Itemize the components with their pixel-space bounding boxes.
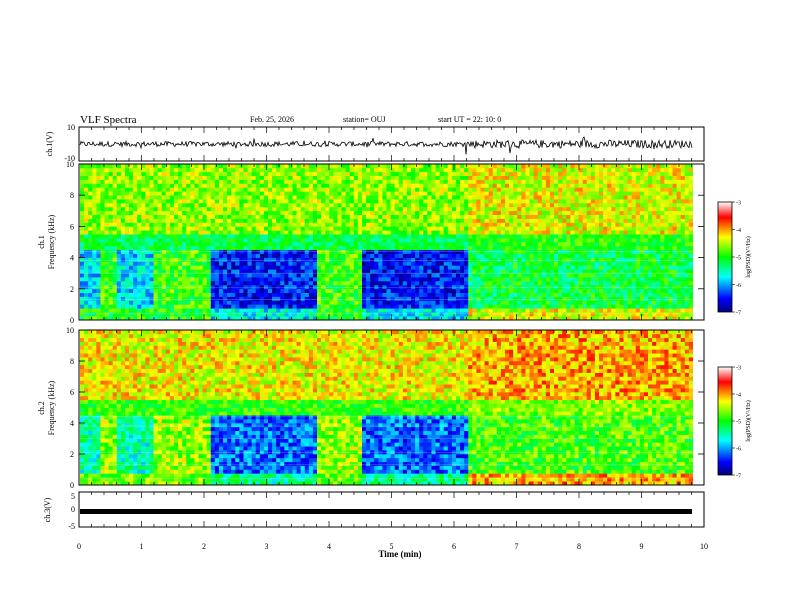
ch1-waveform-ylabel: ch.1(V) xyxy=(45,131,54,156)
ch1-colorbar-tick--4: -4 xyxy=(736,228,741,234)
ch2-spectrogram-ytick-4: 4 xyxy=(70,419,74,428)
ch2-spectrogram-ytick-10: 10 xyxy=(66,326,74,335)
ch2-spectrogram-panel: 0 2 4 6 8 10 ch.2 Frequency (kHz) -3 -4 -5 -6 -7 … xyxy=(37,326,752,490)
ch2-spectrogram-ylabel-frequency: Frequency (kHz) xyxy=(47,380,56,435)
ch2-spectrogram-cells xyxy=(80,330,704,486)
x-axis-label: Time (min) xyxy=(378,549,421,559)
x-tick-9: 9 xyxy=(640,542,644,551)
ch1-waveform-trace xyxy=(79,136,693,155)
ch3-waveform-trace xyxy=(80,509,692,514)
ch1-spectrogram-ytick-10: 10 xyxy=(66,160,74,169)
ch3-ytick-middle: 0 xyxy=(71,505,75,514)
ch1-colorbar-gradient xyxy=(717,201,733,313)
ch1-ytick-bottom: -10 xyxy=(64,154,75,163)
ch2-spectrogram-ytick-0: 0 xyxy=(70,481,74,490)
x-tick-8: 8 xyxy=(577,542,581,551)
ch1-colorbar: -3 -4 -5 -6 -7 log(PSD)(V²/Hz) xyxy=(717,201,752,317)
ch3-waveform-panel: 5 0 -5 ch.3(V) xyxy=(43,491,705,531)
ch1-waveform-panel: 10 -10 ch.1(V) xyxy=(45,123,705,163)
x-tick-6: 6 xyxy=(452,542,456,551)
start-time-label: start UT = 22: 10: 0 xyxy=(438,115,501,124)
ch1-colorbar-tick--7: -7 xyxy=(736,311,741,317)
ch1-spectrogram-ytick-4: 4 xyxy=(70,254,74,263)
ch3-ytick-bottom: -5 xyxy=(68,522,75,531)
ch1-spectrogram-ytick-0: 0 xyxy=(70,316,74,325)
ch2-colorbar-tick--6: -6 xyxy=(736,447,741,453)
ch2-colorbar: -3 -4 -5 -6 -7 log(PSD)(V²/Hz) xyxy=(717,366,752,480)
ch1-colorbar-label: log(PSD)(V²/Hz) xyxy=(745,236,752,277)
ch1-colorbar-tick--3: -3 xyxy=(736,201,741,207)
ch1-spectrogram-ytick-6: 6 xyxy=(70,222,74,231)
ch2-spectrogram-ytick-8: 8 xyxy=(70,357,74,366)
ch2-colorbar-tick--4: -4 xyxy=(736,393,741,399)
ch2-spectrogram-ytick-6: 6 xyxy=(70,388,74,397)
ch2-spectrogram-ytick-2: 2 xyxy=(70,450,74,459)
ch2-colorbar-tick--7: -7 xyxy=(736,474,741,480)
x-tick-10: 10 xyxy=(700,542,708,551)
ch3-waveform-ylabel: ch.3(V) xyxy=(43,497,52,522)
ch1-spectrogram-ytick-8: 8 xyxy=(70,191,74,200)
x-tick-7: 7 xyxy=(515,542,519,551)
ch1-spectrogram-ylabel-frequency: Frequency (kHz) xyxy=(47,214,56,269)
station-label: station= OUJ xyxy=(343,115,386,124)
ch1-spectrogram-cells xyxy=(80,164,704,321)
ch2-colorbar-gradient xyxy=(717,366,733,476)
date-label: Feb. 25, 2026 xyxy=(250,115,294,124)
ch3-ytick-top: 5 xyxy=(71,492,75,501)
x-tick-1: 1 xyxy=(140,542,144,551)
ch2-colorbar-tick--3: -3 xyxy=(736,366,741,372)
ch2-spectrogram-ylabel-channel: ch.2 xyxy=(37,401,46,415)
ch1-spectrogram-panel: 0 2 4 6 8 10 ch.1 Frequency (kHz) -3 -4 -5 -6 -7 … xyxy=(37,160,752,325)
x-tick-2: 2 xyxy=(202,542,206,551)
ch2-colorbar-tick--5: -5 xyxy=(736,420,741,426)
ch1-ytick-top: 10 xyxy=(67,123,75,132)
ch1-spectrogram-ylabel-channel: ch.1 xyxy=(37,235,46,249)
figure-title: VLF Spectra xyxy=(80,114,137,126)
ch1-colorbar-tick--5: -5 xyxy=(736,256,741,262)
ch1-colorbar-tick--6: -6 xyxy=(736,283,741,289)
ch1-spectrogram-ytick-2: 2 xyxy=(70,285,74,294)
x-tick-4: 4 xyxy=(327,542,331,551)
x-tick-5: 5 xyxy=(390,542,394,551)
x-tick-3: 3 xyxy=(265,542,269,551)
x-tick-0: 0 xyxy=(77,542,81,551)
ch2-colorbar-label: log(PSD)(V²/Hz) xyxy=(745,400,752,441)
